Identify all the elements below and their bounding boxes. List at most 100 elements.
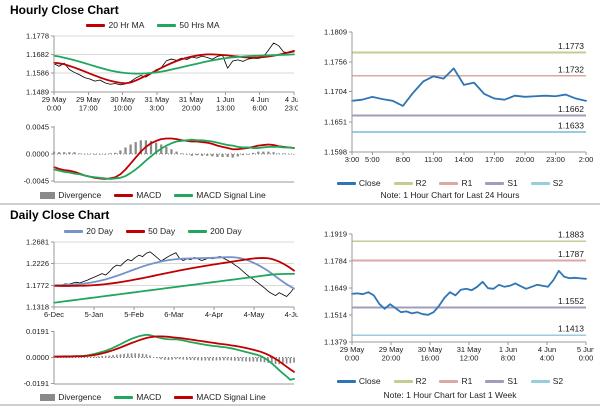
legend-swatch <box>530 181 550 185</box>
legend-swatch <box>530 379 550 383</box>
svg-text:6-Mar: 6-Mar <box>164 310 184 319</box>
legend-item-divergence: Divergence <box>40 392 101 402</box>
daily-macd-chart: 0.0191 0.0000 -0.0191 <box>8 326 298 390</box>
legend-label: MACD Signal Line <box>196 190 266 200</box>
svg-text:1 Jun: 1 Jun <box>216 95 234 104</box>
svg-text:0:00: 0:00 <box>47 104 62 113</box>
svg-text:11:00: 11:00 <box>424 155 442 164</box>
legend-label: 50 Hrs MA <box>179 20 220 30</box>
legend-item-r1: R1 <box>439 178 472 188</box>
legend-item-200-day: 200 Day <box>188 226 242 236</box>
legend-item-s2: S2 <box>530 376 563 386</box>
svg-text:14:00: 14:00 <box>455 155 474 164</box>
last-24-hours-note: Note: 1 Hour Chart for Last 24 Hours <box>380 190 520 200</box>
legend-label: MACD <box>136 392 162 402</box>
legend-swatch <box>64 229 84 233</box>
hourly-section-title: Hourly Close Chart <box>10 3 119 17</box>
legend-item-20-hr-ma: 20 Hr MA <box>86 20 144 30</box>
last-1-week-note: Note: 1 Hour Chart for Last 1 Week <box>383 390 517 400</box>
legend-swatch <box>174 395 194 399</box>
svg-text:4-Jun: 4-Jun <box>285 310 298 319</box>
legend-label: R2 <box>415 376 427 386</box>
legend-swatch <box>393 181 413 185</box>
svg-text:31 May: 31 May <box>145 95 170 104</box>
h24_close-svg: 1.1773 1.1732 1.1662 1.1633 1.1809 1.1756 1.17… <box>324 28 594 165</box>
legend-item-macd: MACD <box>114 190 161 200</box>
svg-text:5-Feb: 5-Feb <box>124 310 144 319</box>
svg-text:6-Dec: 6-Dec <box>44 310 64 319</box>
legend-label: MACD Signal Line <box>196 392 266 402</box>
daily-section-title: Daily Close Chart <box>10 208 110 222</box>
last-1-week-legend: Close R2 R1 S1 S2 <box>306 376 594 386</box>
legend-swatch <box>439 379 459 383</box>
legend-label: 20 Day <box>86 226 114 236</box>
svg-text:13:00: 13:00 <box>216 104 235 113</box>
svg-text:1.1732: 1.1732 <box>558 64 584 74</box>
svg-text:1.1756: 1.1756 <box>324 58 347 67</box>
svg-text:1.1773: 1.1773 <box>558 41 584 51</box>
svg-text:1.2226: 1.2226 <box>26 259 49 268</box>
svg-text:17:00: 17:00 <box>79 104 98 113</box>
svg-text:1.1651: 1.1651 <box>324 117 347 126</box>
svg-text:1.1633: 1.1633 <box>558 121 584 131</box>
svg-text:3:00: 3:00 <box>150 104 165 113</box>
svg-text:1.1778: 1.1778 <box>26 33 49 41</box>
svg-text:29 May: 29 May <box>76 95 101 104</box>
daily_macd-svg: 0.0191 0.0000 -0.0191 <box>24 327 295 388</box>
legend-swatch <box>114 193 134 197</box>
hourly_macd-svg: 0.0045 0.0000 -0.0045 <box>24 123 296 185</box>
legend-label: R2 <box>415 178 427 188</box>
legend-label: 20 Hr MA <box>108 20 145 30</box>
legend-label: MACD <box>136 190 162 200</box>
svg-text:5 Jun: 5 Jun <box>577 345 594 354</box>
svg-text:29 May: 29 May <box>379 345 404 354</box>
legend-label: Close <box>358 178 381 188</box>
legend-label: Divergence <box>58 190 102 200</box>
svg-text:4 Jun: 4 Jun <box>285 95 298 104</box>
section-divider <box>0 203 600 205</box>
svg-text:1.1883: 1.1883 <box>558 230 584 240</box>
svg-text:20:00: 20:00 <box>516 155 535 164</box>
legend-swatch <box>336 379 356 383</box>
legend-item-r2: R2 <box>393 178 427 188</box>
legend-swatch <box>485 181 505 185</box>
svg-text:1.1787: 1.1787 <box>558 249 584 259</box>
legend-swatch <box>114 395 134 399</box>
daily-close-chart: 1.2681 1.2226 1.1772 1.1318 6-Dec 5-Jan 5-Feb 6… <box>8 239 298 323</box>
svg-text:2:00: 2:00 <box>579 155 594 164</box>
legend-swatch <box>393 379 413 383</box>
svg-text:16:00: 16:00 <box>421 354 440 363</box>
svg-text:1.1318: 1.1318 <box>26 303 49 312</box>
svg-text:1.1919: 1.1919 <box>324 230 347 239</box>
legend-swatch <box>40 191 56 199</box>
last-24-hours-chart: 1.1773 1.1732 1.1662 1.1633 1.1809 1.1756 1.17… <box>306 24 594 178</box>
legend-item-r2: R2 <box>393 376 427 386</box>
svg-text:8:00: 8:00 <box>396 155 411 164</box>
legend-item-r1: R1 <box>439 376 472 386</box>
svg-text:5:00: 5:00 <box>365 155 380 164</box>
svg-text:1.1649: 1.1649 <box>324 284 347 293</box>
legend-label: R1 <box>461 376 473 386</box>
last-1-week-chart: 1.1883 1.1787 1.1552 1.1413 1.1919 1.1784 1.16… <box>306 226 594 372</box>
svg-text:12:00: 12:00 <box>460 354 479 363</box>
svg-text:4-May: 4-May <box>244 310 265 319</box>
legend-label: S1 <box>507 376 518 386</box>
legend-label: Close <box>358 376 381 386</box>
last-24-hours-legend: Close R2 R1 S1 S2 <box>306 178 594 188</box>
svg-text:1.1379: 1.1379 <box>324 338 347 347</box>
svg-text:4-Apr: 4-Apr <box>205 310 224 319</box>
svg-text:1.1413: 1.1413 <box>558 324 584 334</box>
svg-text:6:00: 6:00 <box>252 104 267 113</box>
svg-text:23:00: 23:00 <box>285 104 298 113</box>
legend-label: S2 <box>552 178 564 188</box>
svg-text:1.1784: 1.1784 <box>324 257 347 266</box>
legend-swatch <box>126 229 146 233</box>
svg-text:1.2681: 1.2681 <box>26 239 49 247</box>
legend-item-s2: S2 <box>530 178 564 188</box>
svg-text:4 Jun: 4 Jun <box>251 95 269 104</box>
svg-text:0.0000: 0.0000 <box>26 353 49 362</box>
legend-swatch <box>174 193 194 197</box>
